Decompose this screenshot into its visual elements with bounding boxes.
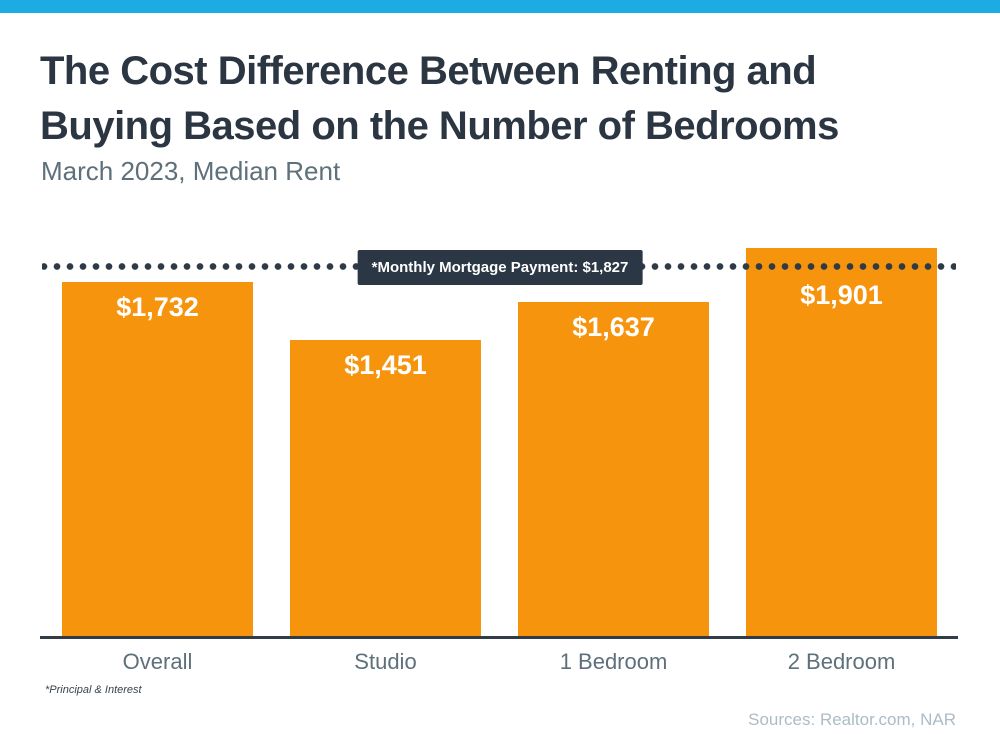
top-accent-bar [0, 0, 1000, 13]
plot-area: $1,732 $1,451 $1,637 $1,901 [62, 247, 937, 637]
category-label-overall: Overall [122, 649, 193, 674]
chart-title: The Cost Difference Between Renting and … [40, 49, 839, 149]
category-label-2-bedroom: 2 Bedroom [787, 649, 896, 674]
mortgage-payment-badge: *Monthly Mortgage Payment: $1,827 [357, 250, 643, 285]
bar-studio: $1,451 [290, 340, 481, 637]
bar-1-bedroom: $1,637 [518, 302, 709, 637]
bar-2-bedroom: $1,901 [746, 248, 937, 637]
footnote-principal-interest: *Principal & Interest [45, 684, 142, 696]
category-label-studio: Studio [354, 649, 417, 674]
x-axis-line [40, 636, 958, 639]
bar-value-label-2-bedroom: $1,901 [800, 280, 883, 310]
bar-value-label-studio: $1,451 [344, 350, 427, 380]
category-row: Overall Studio 1 Bedroom 2 Bedroom [62, 649, 937, 675]
chart-subtitle: March 2023, Median Rent [41, 156, 341, 186]
bar-value-label-1-bedroom: $1,637 [572, 312, 655, 342]
sources-text: Sources: Realtor.com, NAR [748, 710, 956, 729]
bar-overall: $1,732 [62, 282, 253, 637]
category-label-1-bedroom: 1 Bedroom [559, 649, 668, 674]
bar-value-label-overall: $1,732 [116, 292, 199, 322]
